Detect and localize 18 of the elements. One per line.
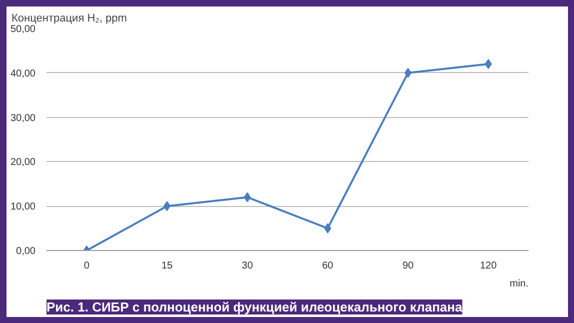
text: Рис. 1. СИБР с полноценной функцией илеоцекального клапана [46,300,464,314]
x-tick-label: 60 [322,260,334,272]
x-tick-label: 0 [84,260,90,272]
point [484,59,492,70]
y-tick-label: 20,00 [10,157,36,168]
y-tick-label: 0,00 [16,246,36,257]
x-tick-label: 90 [402,260,414,272]
x-tick-label: 120 [480,260,498,272]
point [244,192,251,202]
x-axis-title: min. [510,278,529,290]
y-tick-label: 50,00 [10,24,36,35]
point [324,223,332,234]
x-tick-label: 30 [242,260,254,272]
y-tick-label: 30,00 [10,112,36,124]
x-tick-label: 15 [161,260,173,272]
y-tick-label: 10,00 [10,202,36,213]
y-tick-label: 40,00 [10,68,36,80]
y-axis-title: Концентрация H₂, ppm [12,12,127,24]
